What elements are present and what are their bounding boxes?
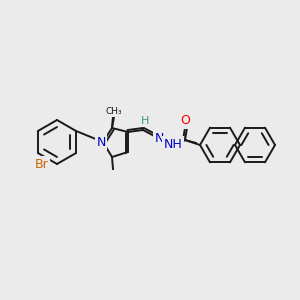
Text: O: O — [180, 115, 190, 128]
Text: H: H — [141, 116, 149, 126]
Text: NH: NH — [164, 137, 182, 151]
Text: CH₃: CH₃ — [106, 107, 122, 116]
Text: N: N — [96, 136, 106, 148]
Text: Br: Br — [35, 158, 49, 170]
Text: N: N — [154, 133, 164, 146]
